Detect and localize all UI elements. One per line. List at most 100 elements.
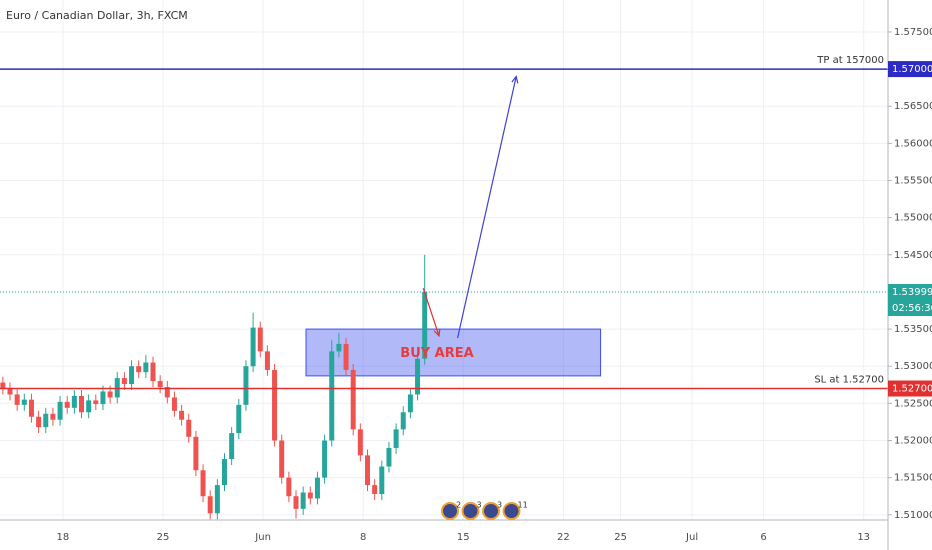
candle-body: [329, 351, 335, 441]
level-badge-label: 1.52700: [892, 384, 932, 395]
event-icon[interactable]: [441, 502, 459, 520]
candle-body: [393, 429, 399, 448]
x-tick-label: 13: [857, 532, 870, 543]
candle-body: [322, 440, 328, 478]
y-tick-label: 1.51000: [894, 510, 932, 521]
candle-body: [343, 343, 349, 370]
x-tick-label: 6: [760, 532, 766, 543]
event-icon[interactable]: [482, 502, 500, 520]
level-label: SL at 1.52700: [814, 375, 884, 386]
buy-area: [305, 328, 602, 377]
x-tick-label: Jul: [685, 532, 698, 543]
candle-body: [136, 366, 142, 373]
candle-body: [379, 466, 385, 494]
x-tick-label: 25: [614, 532, 627, 543]
candle-body: [386, 447, 392, 467]
plot-area: BUY AREA: [0, 68, 888, 520]
candle-body: [293, 496, 299, 509]
candle-body: [300, 492, 306, 509]
chart-title: Euro / Canadian Dollar, 3h, FXCM: [6, 9, 188, 22]
candle-body: [364, 455, 370, 486]
candle-body: [279, 440, 285, 478]
x-tick-label: 22: [557, 532, 570, 543]
candle-body: [186, 419, 192, 437]
candle-body: [229, 433, 235, 460]
candle-body: [207, 496, 213, 514]
y-tick-label: 1.56000: [894, 138, 932, 149]
event-count: 3: [497, 501, 502, 510]
candle-body: [400, 412, 406, 430]
arrow-head: [433, 328, 441, 338]
candle-body: [307, 492, 313, 499]
candle-body: [79, 395, 85, 413]
candle-body: [314, 477, 320, 499]
candle-body: [0, 382, 6, 389]
candle-body: [222, 459, 228, 486]
axes: 1.51000 1.51500 1.52000 1.52500 1.53000 1.535…: [57, 27, 932, 543]
candle-body: [200, 470, 206, 497]
candle-body: [171, 397, 177, 411]
candle-body: [257, 327, 263, 352]
y-tick-label: 1.52500: [894, 398, 932, 409]
level-badge: [888, 380, 932, 397]
candle-body: [93, 400, 99, 405]
level-badge: [888, 61, 932, 78]
current-price-label: 1.53999: [892, 287, 932, 298]
price-badge: [888, 284, 932, 317]
event-icon[interactable]: [461, 502, 480, 520]
candle-body: [64, 401, 70, 408]
x-tick-label: 18: [57, 532, 70, 543]
candle-body: [264, 351, 270, 370]
y-tick-label: 1.53000: [894, 361, 932, 372]
candle-body: [179, 410, 185, 420]
candle-body: [50, 413, 56, 420]
candle-body: [286, 477, 292, 497]
x-tick-label: 15: [457, 532, 470, 543]
buy-area-label: BUY AREA: [400, 346, 473, 361]
candle-body: [250, 327, 256, 367]
event-count: 11: [518, 501, 528, 510]
candle-body: [272, 369, 278, 441]
event-count: 3: [477, 501, 482, 510]
event-icon[interactable]: [502, 502, 521, 520]
x-tick-label: 25: [157, 532, 170, 543]
candle-body: [14, 394, 20, 405]
candle-body: [107, 391, 113, 398]
candle-body: [7, 388, 13, 395]
candle-body: [100, 391, 106, 405]
event-count: 2: [456, 501, 461, 510]
candle-body: [193, 436, 199, 471]
y-tick-label: 1.55500: [894, 176, 932, 187]
x-tick-label: Jun: [254, 532, 271, 543]
arrow-line: [456, 76, 517, 339]
candle-body: [121, 378, 127, 385]
y-tick-label: 1.57500: [894, 27, 932, 38]
level-label: TP at 157000: [816, 55, 884, 66]
candle-body: [57, 401, 63, 420]
candle-body: [350, 369, 356, 430]
y-tick-label: 1.52000: [894, 436, 932, 447]
candle-body: [214, 485, 220, 514]
candle-body: [86, 400, 92, 413]
candle-body: [164, 387, 170, 398]
y-tick-label: 1.53500: [894, 324, 932, 335]
candle-body: [415, 358, 421, 395]
candle-body: [422, 292, 428, 359]
y-tick-label: 1.55000: [894, 213, 932, 224]
candle-body: [236, 404, 242, 434]
candle-body: [407, 394, 413, 413]
y-tick-label: 1.54500: [894, 250, 932, 261]
candle-body: [36, 416, 42, 428]
candle-body: [143, 362, 149, 373]
candle-body: [129, 366, 135, 385]
candle-body: [21, 399, 27, 405]
candle-body: [157, 381, 163, 388]
candle-body: [372, 485, 378, 494]
x-tick-label: 8: [360, 532, 366, 543]
candle-body: [43, 413, 49, 428]
arrow-line: [422, 288, 440, 336]
candle-body: [357, 429, 363, 456]
candle-body: [28, 399, 34, 417]
level-badge-label: 1.57000: [892, 64, 932, 75]
